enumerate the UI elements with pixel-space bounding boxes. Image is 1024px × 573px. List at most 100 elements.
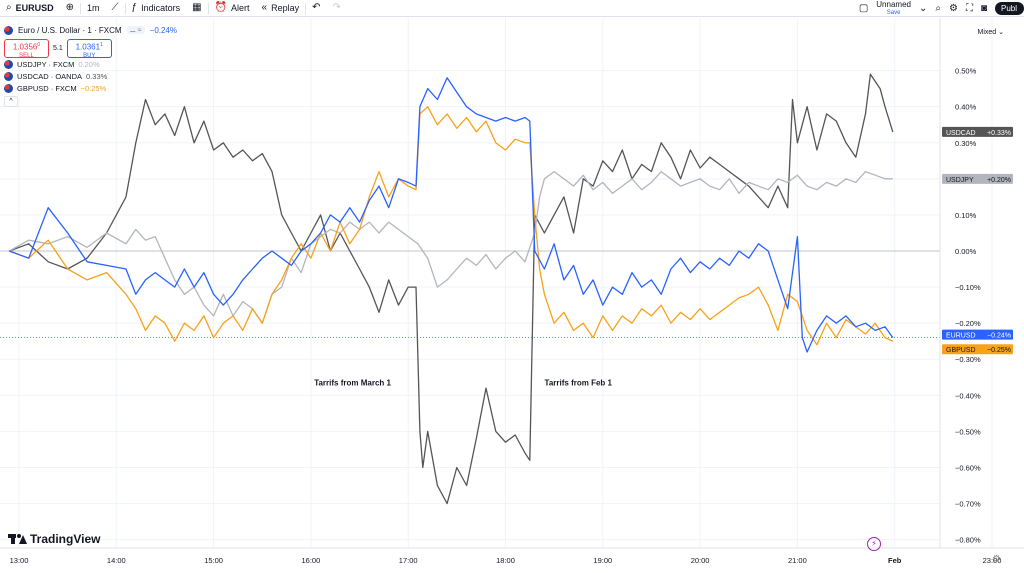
sell-price-sup: 0 — [37, 42, 41, 48]
last-label-gbpusd: GBPUSD −0.25% — [942, 344, 1013, 355]
comparison-row[interactable]: USDCAD · OANDA 0.33% — [4, 71, 177, 82]
publish-button[interactable]: Publ — [994, 2, 1024, 15]
divider — [80, 2, 82, 14]
chevron-down-icon[interactable]: ⌄ — [918, 2, 928, 14]
last-label-bg — [942, 173, 1013, 184]
redo-button[interactable]: ↷ — [327, 0, 347, 17]
flash-event-icon[interactable]: ⚡ — [867, 537, 881, 551]
interval-button[interactable]: 1m — [81, 0, 106, 17]
indicators-icon: ƒ — [131, 2, 138, 13]
interval-label: 1m — [87, 3, 100, 13]
comparison-name: USDJPY · FXCM — [17, 60, 75, 69]
currency-flag-icon — [4, 60, 13, 69]
scale-mode-button[interactable]: Mixed ⌄ — [977, 28, 1004, 36]
layout-icon[interactable]: ▢ — [858, 2, 869, 14]
search-icon: ⌕ — [6, 2, 12, 13]
indicators-button[interactable]: ƒ Indicators — [126, 0, 187, 17]
comparison-row[interactable]: GBPUSD · FXCM −0.25% — [4, 83, 177, 94]
visibility-toggle[interactable]: ⚊ ≈ — [126, 26, 145, 34]
annotation-text: Tarrifs from March 1 — [314, 379, 391, 388]
last-label-name: USDCAD — [946, 130, 976, 137]
buy-price-sup: 1 — [100, 42, 103, 48]
replay-label: Replay — [271, 3, 300, 13]
divider — [305, 2, 307, 14]
layout-name-button[interactable]: Unnamed Save — [876, 0, 911, 17]
y-tick-label: −0.40% — [955, 391, 981, 400]
series-line-gbpusd — [9, 106, 894, 346]
brand-name: TradingView — [30, 532, 101, 546]
x-tick-label: 14:00 — [107, 556, 126, 565]
rewind-icon: « — [261, 2, 268, 13]
y-tick-label: −0.60% — [955, 463, 981, 472]
collapse-legend-button[interactable]: ^ — [4, 96, 18, 107]
axis-settings-gear-icon[interactable]: ⚙ — [992, 554, 1001, 565]
legend: Euro / U.S. Dollar · 1 · FXCM ⚊ ≈ −0.24%… — [4, 23, 177, 107]
symbol-label: EURUSD — [15, 3, 54, 13]
grid — [0, 18, 993, 548]
y-tick-label: −0.50% — [955, 427, 981, 436]
x-tick-label: 21:00 — [788, 556, 807, 565]
series-last-labels: USDCAD +0.33% USDJPY +0.20% GBPUSD −0.25% EURU… — [942, 126, 1013, 355]
currency-flag-icon — [4, 72, 13, 81]
alert-button[interactable]: ⏰ Alert — [209, 0, 256, 17]
last-label-value: +0.33% — [987, 130, 1011, 137]
last-label-bg — [942, 126, 1013, 137]
y-tick-label: 0.30% — [955, 139, 977, 148]
chart-type-button[interactable]: ⟋ — [106, 0, 125, 17]
fullscreen-icon[interactable]: ⛶ — [965, 2, 973, 14]
y-tick-label: −0.70% — [955, 500, 981, 509]
chevron-down-icon: ⌄ — [998, 29, 1004, 36]
quick-search-icon[interactable]: ⌕ — [935, 2, 941, 14]
y-tick-label: 0.10% — [955, 211, 977, 220]
gear-icon[interactable]: ⚙ — [948, 2, 958, 14]
layout-name: Unnamed — [876, 0, 911, 9]
x-tick-label: Feb — [888, 556, 902, 565]
x-tick-label: 19:00 — [593, 556, 612, 565]
comparison-row[interactable]: USDJPY · FXCM 0.20% — [4, 59, 177, 70]
series-line-usdcad — [9, 73, 894, 505]
buy-price: 1.0361 — [75, 42, 101, 52]
annotations: Tarrifs from March 1 Tarrifs from Feb 1 — [314, 379, 612, 388]
x-tick-label: 23:00 — [983, 556, 1002, 565]
tradingview-logo[interactable]: TradingView — [8, 532, 100, 546]
tradingview-logo-icon — [8, 534, 27, 544]
line-chart-icon: ⟋ — [111, 2, 119, 13]
last-label-value: −0.24% — [987, 333, 1011, 340]
last-label-usdcad: USDCAD +0.33% — [942, 126, 1013, 137]
price-axis[interactable]: 0.50%0.40%0.30%0.20%0.10%0.00%−0.10%−0.2… — [939, 18, 981, 548]
sell-label: SELL — [19, 52, 34, 59]
currency-flag-icon — [4, 84, 13, 93]
compare-button[interactable]: ⊕ — [60, 0, 80, 17]
redo-icon: ↷ — [332, 2, 341, 13]
time-axis[interactable]: 13:00 14:00 15:00 16:00 17:00 18:00 19:00 20:00… — [0, 547, 1024, 565]
divider — [207, 2, 209, 14]
templates-button[interactable]: ▦ — [186, 0, 207, 17]
series-line-eurusd — [9, 77, 894, 353]
undo-button[interactable]: ↶ — [306, 0, 326, 17]
symbol-search[interactable]: ⌕ EURUSD — [0, 0, 60, 17]
x-tick-label: 20:00 — [691, 556, 710, 565]
y-tick-label: −0.20% — [955, 319, 981, 328]
camera-icon[interactable]: ◙ — [980, 2, 987, 14]
last-label-usdjpy: USDJPY +0.20% — [942, 173, 1013, 184]
buy-button[interactable]: 1.03611 BUY — [66, 39, 112, 59]
right-toolbar: ▢ Unnamed Save ⌄ ⌕ ⚙ ⛶ ◙ Publ — [859, 0, 1024, 17]
currency-flag-icon — [4, 25, 13, 35]
main-series-title[interactable]: Euro / U.S. Dollar · 1 · FXCM ⚊ ≈ −0.24% — [4, 23, 177, 37]
last-label-name: GBPUSD — [946, 347, 976, 354]
replay-button[interactable]: « Replay — [256, 0, 306, 17]
last-label-bg — [942, 329, 1013, 340]
comparison-name: USDCAD · OANDA — [17, 72, 83, 81]
comparison-value: −0.25% — [80, 84, 107, 93]
comparison-value: 0.33% — [86, 72, 108, 81]
sell-button[interactable]: 1.03560 SELL — [4, 39, 49, 59]
top-toolbar: ⌕ EURUSD ⊕ 1m ⟋ ƒ Indicators ▦ ⏰ Alert «… — [0, 0, 1024, 17]
series-line-usdjpy — [8, 170, 893, 324]
series-layer — [8, 73, 894, 505]
x-tick-label: 15:00 — [204, 556, 223, 565]
scale-mode-label: Mixed — [977, 29, 997, 36]
trade-buttons: 1.03560 SELL 5.1 1.03611 BUY — [4, 39, 177, 59]
y-tick-label: −0.80% — [955, 536, 981, 545]
